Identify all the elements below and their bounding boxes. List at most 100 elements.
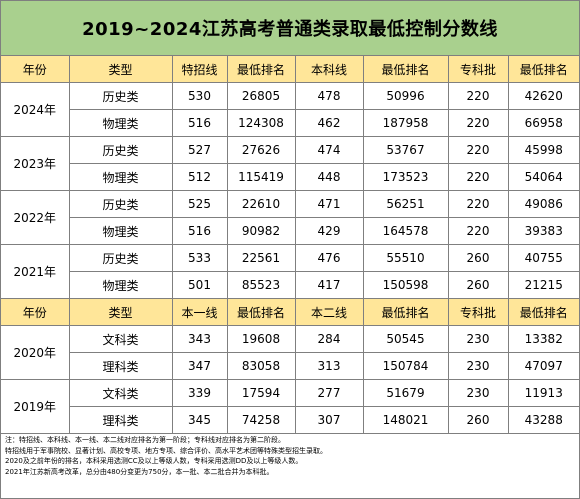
rank-cell: 50545: [362, 325, 449, 353]
score-cell: 471: [294, 190, 364, 218]
rank-cell: 148021: [362, 406, 449, 434]
type-cell: 历史类: [68, 136, 173, 164]
year-cell: 2020年: [1, 325, 70, 380]
type-cell: 历史类: [68, 244, 173, 272]
rank-cell: 26805: [226, 82, 296, 110]
rank-cell: 55510: [362, 244, 449, 272]
type-cell: 物理类: [69, 217, 173, 245]
column-header: 年份: [1, 298, 70, 326]
rank-cell: 49086: [507, 190, 579, 218]
year-cell: 2024年: [1, 82, 70, 137]
score-cell: 220: [447, 109, 509, 137]
rank-cell: 83058: [226, 352, 296, 380]
table-row: 2022年 历史类 525 22610 471 56251 220 49086: [1, 190, 579, 245]
column-header: 最低排名: [362, 298, 449, 326]
column-header: 本二线: [294, 298, 364, 326]
score-cell: 448: [294, 163, 364, 191]
score-cell: 260: [447, 271, 509, 299]
table-row: 2021年 历史类 533 22561 476 55510 260 40755: [1, 244, 579, 299]
score-cell: 347: [171, 352, 228, 380]
column-header: 最低排名: [226, 56, 296, 83]
rank-cell: 150784: [362, 352, 449, 380]
table-row: 2019年 文科类 339 17594 277 51679 230 11913: [1, 379, 579, 434]
rank-cell: 124308: [226, 109, 296, 137]
score-cell: 230: [447, 325, 509, 353]
score-cell: 478: [294, 82, 364, 110]
header-row: 年份 类型 特招线 最低排名 本科线 最低排名 专科批 最低排名: [1, 56, 579, 83]
footnote-line: 特招线用于军事院校、显著计划、高校专项、地方专项、综合评价、高水平艺术团等特殊类…: [5, 446, 327, 455]
rank-cell: 85523: [226, 271, 296, 299]
rank-cell: 164578: [362, 217, 449, 245]
year-cell: 2023年: [1, 136, 70, 191]
score-cell: 307: [294, 406, 364, 434]
type-cell: 历史类: [68, 82, 173, 110]
column-header: 年份: [1, 56, 70, 83]
rank-cell: 45998: [507, 136, 579, 164]
score-cell: 345: [171, 406, 228, 434]
type-cell: 物理类: [69, 271, 173, 299]
column-header: 类型: [68, 298, 173, 326]
table-row: 物理类 501 85523 417 150598 260 21215: [1, 271, 579, 299]
score-cell: 220: [447, 136, 509, 164]
column-header: 本科线: [294, 56, 364, 83]
footnote-line: 注：特招线、本科线、本一线、本二线对应排名为第一阶段；专科线对应排名为第二阶段。: [5, 436, 285, 444]
column-header: 最低排名: [362, 56, 449, 83]
rank-cell: 42620: [507, 82, 579, 110]
rank-cell: 47097: [507, 352, 579, 380]
column-header: 专科批: [447, 298, 509, 326]
column-header: 最低排名: [507, 298, 579, 326]
column-header: 专科批: [447, 56, 509, 83]
type-cell: 文科类: [68, 379, 173, 407]
rank-cell: 22610: [226, 190, 296, 218]
type-cell: 理科类: [69, 406, 173, 434]
score-cell: 230: [447, 379, 509, 407]
type-cell: 理科类: [69, 352, 173, 380]
year-cell: 2019年: [1, 379, 70, 434]
score-cell: 474: [294, 136, 364, 164]
column-header: 最低排名: [507, 56, 579, 83]
rank-cell: 150598: [362, 271, 449, 299]
rank-cell: 66958: [507, 109, 579, 137]
rank-cell: 19608: [226, 325, 296, 353]
table-row: 物理类 516 90982 429 164578 220 39383: [1, 217, 579, 245]
type-cell: 物理类: [69, 109, 173, 137]
score-cell: 525: [171, 190, 228, 218]
table-row: 物理类 512 115419 448 173523 220 54064: [1, 163, 579, 191]
year-cell: 2021年: [1, 244, 70, 299]
score-cell: 220: [447, 190, 509, 218]
score-cell: 230: [447, 352, 509, 380]
header-row: 年份 类型 本一线 最低排名 本二线 最低排名 专科批 最低排名: [1, 298, 579, 326]
rank-cell: 50996: [362, 82, 449, 110]
rank-cell: 54064: [507, 163, 579, 191]
table-title: 2019~2024江苏高考普通类录取最低控制分数线: [1, 1, 579, 56]
column-header: 类型: [68, 56, 173, 83]
score-cell: 277: [294, 379, 364, 407]
score-cell: 512: [171, 163, 228, 191]
year-cell: 2022年: [1, 190, 70, 245]
score-cell: 284: [294, 325, 364, 353]
score-cell: 260: [447, 406, 509, 434]
score-table: 年份 类型 特招线 最低排名 本科线 最低排名 专科批 最低排名 2024年 历史类 530 2680…: [1, 56, 579, 434]
rank-cell: 90982: [226, 217, 296, 245]
score-cell: 476: [294, 244, 364, 272]
rank-cell: 39383: [507, 217, 579, 245]
table-row: 2024年 历史类 530 26805 478 50996 220 42620: [1, 82, 579, 137]
rank-cell: 56251: [362, 190, 449, 218]
rank-cell: 40755: [507, 244, 579, 272]
rank-cell: 43288: [507, 406, 579, 434]
rank-cell: 53767: [362, 136, 449, 164]
score-cell: 501: [171, 271, 228, 299]
rank-cell: 27626: [226, 136, 296, 164]
rank-cell: 115419: [226, 163, 296, 191]
rank-cell: 173523: [362, 163, 449, 191]
rank-cell: 187958: [362, 109, 449, 137]
score-cell: 220: [447, 82, 509, 110]
rank-cell: 51679: [362, 379, 449, 407]
column-header: 本一线: [171, 298, 228, 326]
rank-cell: 21215: [507, 271, 579, 299]
score-cell: 313: [294, 352, 364, 380]
score-cell: 429: [294, 217, 364, 245]
score-cell: 260: [447, 244, 509, 272]
type-cell: 文科类: [68, 325, 173, 353]
